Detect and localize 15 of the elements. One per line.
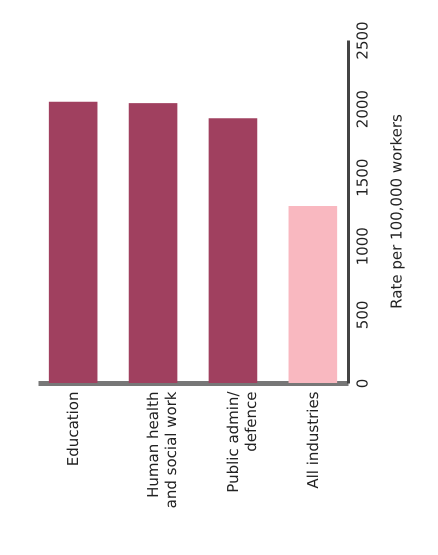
y-tick-label: 500	[354, 300, 372, 330]
x-tick-label: Education	[64, 392, 82, 466]
bar	[128, 103, 178, 383]
y-tick-label: 0	[354, 378, 372, 388]
x-tick-label: All industries	[304, 391, 322, 489]
y-tick-label: 2000	[354, 90, 372, 128]
y-axis-title: Rate per 100,000 workers	[388, 114, 406, 309]
y-tick-label: 1500	[354, 158, 372, 197]
y-tick-label: 2500	[354, 21, 372, 60]
y-tick-label: 1000	[354, 227, 372, 266]
x-tick-label: Public admin/ defence	[224, 390, 260, 493]
bar	[208, 118, 258, 383]
x-tick-label: Human health and social work	[144, 391, 180, 508]
bar	[288, 206, 338, 383]
bar	[48, 102, 98, 383]
